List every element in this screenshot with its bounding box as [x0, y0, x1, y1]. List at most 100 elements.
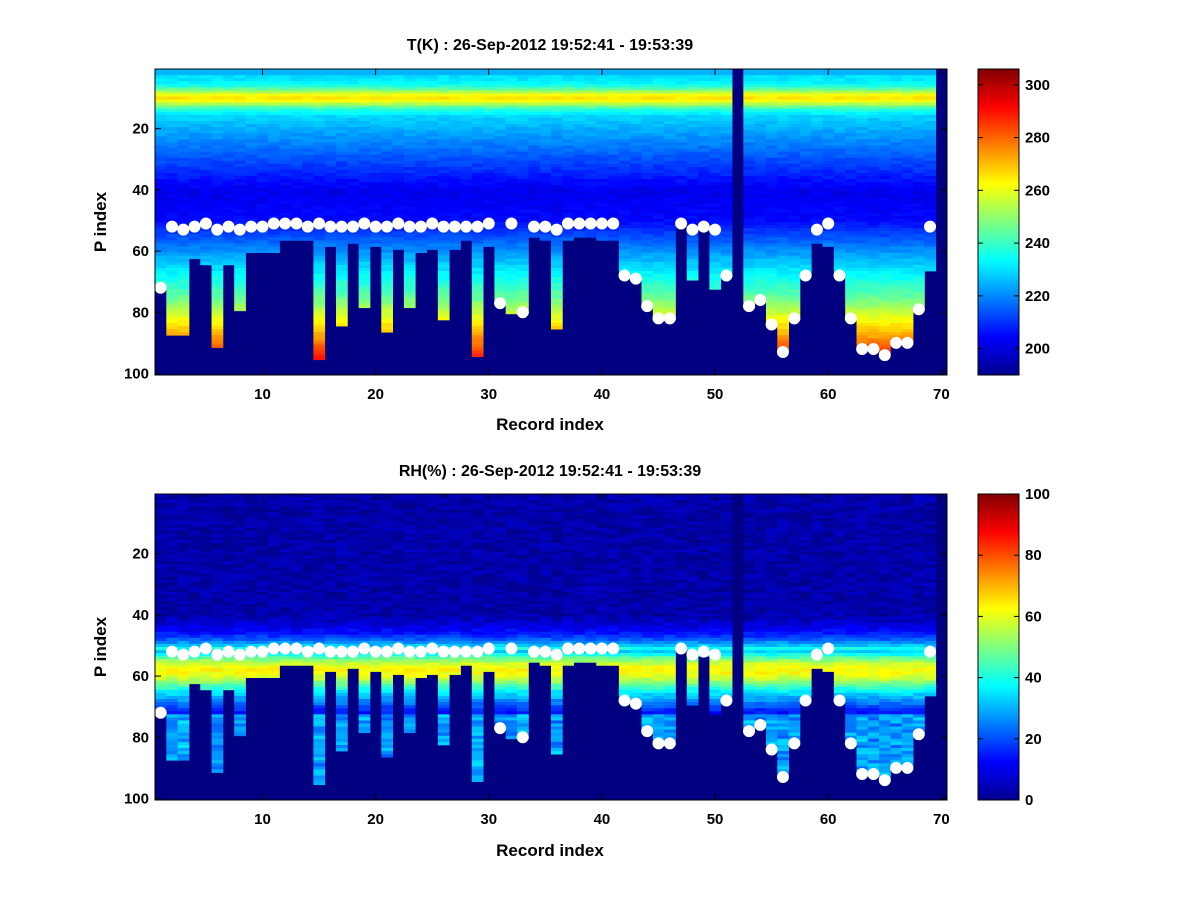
heatmap-cell: [245, 114, 258, 119]
heatmap-cell: [324, 212, 337, 217]
heatmap-cell: [630, 93, 642, 97]
heatmap-cell: [392, 191, 405, 195]
heatmap-cell: [822, 102, 835, 107]
heatmap-cell: [788, 240, 801, 244]
heatmap-column: [369, 69, 382, 247]
heatmap-cell: [777, 148, 789, 153]
heatmap-cell: [630, 102, 642, 107]
heatmap-cell: [754, 258, 767, 263]
heatmap-cell: [924, 252, 937, 257]
heatmap-cell: [245, 93, 258, 97]
heatmap-cell: [347, 194, 360, 198]
heatmap-cell: [573, 108, 586, 113]
heatmap-cell: [437, 246, 450, 250]
heatmap-cell: [347, 179, 360, 183]
heatmap-cell: [788, 111, 801, 116]
level-marker: [313, 217, 326, 230]
heatmap-cell: [336, 261, 348, 266]
heatmap-cell: [913, 212, 925, 217]
heatmap-cell: [177, 310, 190, 315]
heatmap-cell: [279, 163, 292, 168]
heatmap-cell: [517, 191, 529, 195]
heatmap-cell: [709, 102, 722, 107]
heatmap-cell: [155, 90, 167, 94]
heatmap-cell: [403, 108, 416, 113]
heatmap-cell: [539, 197, 552, 201]
heatmap-cell: [856, 267, 869, 272]
heatmap-cell: [754, 255, 767, 260]
heatmap-cell: [505, 252, 518, 257]
heatmap-cell: [551, 249, 563, 253]
heatmap-cell: [675, 148, 688, 153]
heatmap-cell: [879, 173, 891, 177]
heatmap-cell: [313, 341, 326, 345]
heatmap-cell: [879, 121, 891, 125]
heatmap-cell: [403, 114, 416, 119]
heatmap-cell: [403, 179, 416, 183]
heatmap-cell: [811, 240, 823, 244]
heatmap-cell: [698, 96, 710, 100]
heatmap-cell: [811, 72, 823, 76]
heatmap-cell: [290, 78, 303, 82]
level-marker: [867, 342, 880, 355]
heatmap-cell: [901, 75, 914, 79]
heatmap-cell: [924, 203, 937, 208]
heatmap-cell: [754, 99, 767, 104]
heatmap-cell: [777, 139, 789, 143]
heatmap-cell: [426, 151, 439, 156]
heatmap-cell: [211, 270, 224, 275]
heatmap-cell: [754, 151, 767, 156]
heatmap-cell: [245, 194, 258, 198]
heatmap-cell: [630, 246, 642, 250]
heatmap-cell: [720, 176, 733, 180]
heatmap-cell: [471, 289, 484, 293]
heatmap-cell: [743, 218, 756, 223]
heatmap-cell: [551, 127, 563, 131]
heatmap-cell: [879, 267, 891, 272]
heatmap-cell: [743, 277, 756, 281]
heatmap-cell: [222, 191, 235, 195]
heatmap-cell: [449, 206, 461, 211]
heatmap-cell: [483, 194, 495, 198]
heatmap-cell: [562, 102, 575, 107]
heatmap-cell: [392, 237, 405, 241]
heatmap-cell: [290, 234, 303, 238]
heatmap-cell: [155, 169, 167, 174]
heatmap-cell: [415, 176, 427, 180]
heatmap-cell: [494, 157, 507, 162]
heatmap-cell: [811, 130, 823, 134]
heatmap-cell: [324, 237, 337, 241]
heatmap-cell: [618, 182, 631, 186]
x-tick-label: 50: [707, 386, 724, 403]
heatmap-cell: [901, 240, 914, 244]
heatmap-cell: [177, 218, 190, 223]
heatmap-cell: [177, 237, 190, 241]
heatmap-cell: [403, 197, 416, 201]
heatmap-cell: [743, 215, 756, 220]
heatmap-cell: [551, 295, 563, 299]
heatmap-cell: [641, 292, 654, 296]
heatmap-cell: [166, 179, 179, 183]
heatmap-cell: [652, 69, 665, 73]
heatmap-cell: [279, 206, 292, 211]
heatmap-cell: [539, 99, 552, 104]
heatmap-cell: [222, 203, 235, 208]
heatmap-cell: [867, 163, 880, 168]
heatmap-cell: [256, 200, 269, 205]
heatmap-cell: [392, 124, 405, 128]
level-marker: [844, 312, 857, 325]
heatmap-cell: [664, 200, 676, 205]
heatmap-cell: [641, 209, 654, 214]
heatmap-cell: [664, 206, 676, 211]
heatmap-cell: [664, 286, 676, 290]
heatmap-cell: [630, 111, 642, 116]
heatmap-cell: [471, 307, 484, 312]
heatmap-cell: [562, 166, 575, 171]
heatmap-cell: [505, 203, 518, 208]
heatmap-cell: [369, 105, 382, 110]
heatmap-cell: [369, 151, 382, 156]
heatmap-cell: [811, 179, 823, 183]
heatmap-cell: [765, 258, 778, 263]
heatmap-cell: [833, 182, 846, 186]
heatmap-cell: [743, 228, 756, 232]
